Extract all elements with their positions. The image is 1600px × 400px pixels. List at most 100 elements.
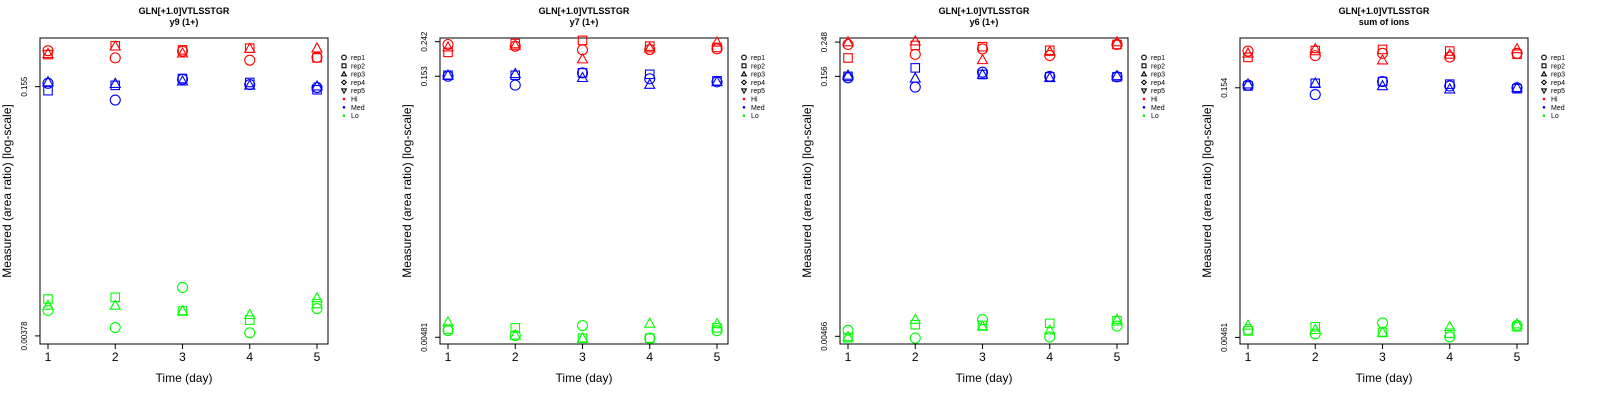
- legend-symbol: [1140, 88, 1148, 95]
- data-point-lo-circle: [842, 324, 854, 336]
- data-point-hi-circle: [1309, 50, 1321, 62]
- data-point-lo-circle: [1111, 320, 1123, 332]
- x-axis-label: Time (day): [556, 371, 613, 385]
- data-point-lo-circle: [644, 332, 656, 344]
- data-point-hi-square: [577, 35, 588, 46]
- legend-symbol: [740, 88, 748, 95]
- chart-subtitle: y9 (1+): [170, 17, 199, 27]
- legend-label: Lo: [1551, 113, 1559, 120]
- legend-symbol: [1540, 70, 1548, 77]
- legend-color-dot: [342, 97, 346, 101]
- data-point-hi-circle: [1376, 47, 1389, 59]
- legend-label: Lo: [351, 113, 359, 120]
- data-point-hi-triangle: [109, 39, 122, 51]
- data-point-med-triangle: [1111, 69, 1123, 81]
- y-tick-label: 0.00481: [420, 322, 429, 351]
- legend-symbol: [1140, 79, 1148, 86]
- legend-label: rep2: [351, 63, 365, 70]
- y-tick-label: 0.00466: [820, 321, 829, 350]
- legend-symbol: [1541, 63, 1547, 69]
- data-point-hi-triangle: [1309, 42, 1322, 54]
- x-tick-label: 5: [714, 350, 721, 364]
- data-point-med-triangle: [976, 68, 989, 79]
- data-point-med-square: [177, 73, 188, 84]
- data-point-med-triangle: [176, 74, 189, 86]
- data-point-hi-triangle: [311, 41, 323, 53]
- x-tick-label: 5: [1114, 350, 1121, 364]
- data-point-med-circle: [1444, 80, 1456, 92]
- x-tick-label: 3: [179, 350, 186, 364]
- legend-symbol: [1141, 63, 1147, 69]
- data-point-med-circle: [109, 94, 121, 106]
- data-point-lo-square: [1243, 326, 1253, 336]
- data-point-med-triangle: [243, 78, 256, 90]
- data-point-hi-square: [1444, 46, 1455, 56]
- data-point-hi-circle: [1111, 38, 1123, 51]
- data-point-lo-circle: [311, 303, 323, 315]
- plot-area: [39, 37, 329, 345]
- data-point-hi-square: [312, 53, 322, 63]
- data-point-med-circle: [976, 66, 989, 78]
- data-point-med-square: [1112, 72, 1122, 82]
- data-point-lo-triangle: [576, 331, 589, 343]
- legend-symbol: [340, 88, 348, 95]
- data-point-lo-triangle: [1443, 320, 1456, 332]
- x-tick-label: 4: [646, 350, 653, 364]
- data-point-lo-triangle: [1242, 319, 1254, 330]
- legend-symbol: [341, 63, 347, 69]
- data-point-lo-circle: [576, 319, 589, 332]
- data-point-med-triangle: [1309, 76, 1322, 88]
- data-point-lo-square: [644, 333, 655, 344]
- legend-label: rep5: [351, 88, 365, 95]
- data-point-med-circle: [576, 67, 589, 79]
- legend-label: rep2: [1551, 63, 1565, 70]
- legend-color-dot: [1542, 97, 1546, 101]
- legend-label: Med: [351, 105, 365, 112]
- data-point-hi-square: [177, 45, 188, 55]
- data-point-med-triangle: [1376, 79, 1389, 91]
- data-point-lo-triangle: [976, 320, 989, 331]
- legend-label: rep4: [1551, 80, 1565, 87]
- data-point-med-triangle: [1511, 81, 1523, 93]
- y-tick-label: 0.154: [1220, 77, 1229, 98]
- data-point-lo-triangle: [42, 299, 54, 310]
- data-point-hi-triangle: [42, 47, 54, 59]
- legend-color-dot: [742, 114, 746, 117]
- data-point-hi-circle: [244, 54, 256, 66]
- data-point-lo-triangle: [1111, 313, 1123, 324]
- data-point-hi-circle: [842, 38, 854, 51]
- data-point-med-circle: [842, 72, 854, 84]
- data-point-hi-triangle: [576, 52, 589, 64]
- data-point-hi-triangle: [1242, 46, 1254, 58]
- data-point-med-triangle: [509, 67, 522, 79]
- y-axis-label: Measured (area ratio) [log-scale]: [800, 104, 814, 277]
- data-point-lo-square: [1044, 318, 1055, 329]
- legend-label: Med: [1151, 105, 1165, 112]
- legend-label: Hi: [1551, 97, 1558, 104]
- legend-symbol: [740, 79, 748, 86]
- data-point-med-triangle: [109, 77, 122, 88]
- data-point-hi-triangle: [176, 46, 189, 58]
- data-point-lo-square: [43, 294, 53, 304]
- y-tick-label: 0.242: [420, 31, 429, 52]
- data-point-lo-circle: [176, 281, 189, 293]
- legend-symbol: [740, 70, 748, 77]
- data-point-med-square: [43, 85, 53, 96]
- data-point-hi-square: [1377, 44, 1388, 55]
- legend-symbol: [1140, 70, 1148, 77]
- data-point-lo-circle: [1511, 319, 1523, 332]
- x-tick-label: 1: [45, 350, 52, 364]
- legend-label: rep5: [751, 88, 765, 95]
- data-point-hi-triangle: [909, 34, 922, 46]
- x-axis-label: Time (day): [1356, 371, 1413, 385]
- data-point-lo-triangle: [509, 328, 522, 340]
- legend-symbol: [1540, 79, 1548, 86]
- legend-symbol: [741, 54, 747, 61]
- plot-area: [1239, 37, 1529, 345]
- data-point-med-triangle: [909, 71, 922, 83]
- legend-label: rep4: [351, 80, 365, 87]
- legend-color-dot: [1142, 106, 1146, 109]
- legend-color-dot: [1542, 106, 1546, 109]
